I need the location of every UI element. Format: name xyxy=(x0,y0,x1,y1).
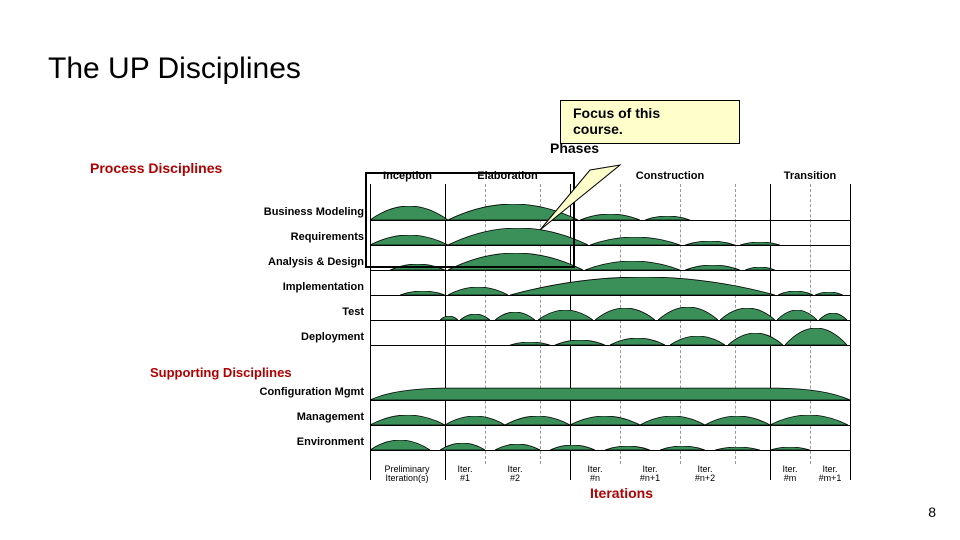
page-number: 8 xyxy=(928,504,936,520)
effort-hump xyxy=(777,310,817,321)
phase-divider xyxy=(770,184,771,480)
discipline-label: Implementation xyxy=(283,281,364,293)
effort-hump xyxy=(720,308,775,321)
effort-hump xyxy=(400,291,445,296)
effort-hump xyxy=(550,445,595,451)
effort-hump xyxy=(460,314,490,321)
discipline-label: Management xyxy=(297,411,364,423)
effort-hump xyxy=(510,277,775,296)
callout-line1: Focus of this xyxy=(573,105,727,121)
effort-hump xyxy=(610,338,665,346)
effort-hump xyxy=(555,340,605,346)
iteration-label: Iter.#2 xyxy=(507,465,522,484)
effort-hump xyxy=(745,267,775,271)
effort-hump xyxy=(770,415,848,426)
process-disciplines-heading: Process Disciplines xyxy=(90,160,222,176)
iterations-heading: Iterations xyxy=(590,485,653,501)
effort-hump xyxy=(505,416,570,426)
iteration-label: Iter.#n+1 xyxy=(640,465,660,484)
effort-hump xyxy=(685,241,735,246)
callout-line2: course. xyxy=(573,121,727,137)
discipline-label: Configuration Mgmt xyxy=(260,386,364,398)
iteration-label: Iter.#n+2 xyxy=(695,465,715,484)
effort-hump xyxy=(705,416,770,426)
effort-hump xyxy=(685,265,740,271)
focus-callout: Focus of this course. xyxy=(560,100,740,144)
effort-hump xyxy=(495,312,535,321)
slide-title: The UP Disciplines xyxy=(48,52,301,86)
callout-tail xyxy=(480,140,680,260)
up-disciplines-diagram: Phases Process Disciplines Supporting Di… xyxy=(90,130,860,510)
effort-hump xyxy=(740,242,780,246)
discipline-label: Deployment xyxy=(301,331,364,343)
effort-hump xyxy=(815,292,843,296)
effort-hump xyxy=(640,416,705,426)
effort-hump xyxy=(510,342,550,346)
effort-hump xyxy=(728,333,783,346)
phase-divider xyxy=(850,184,851,480)
discipline-label: Environment xyxy=(297,436,364,448)
effort-hump xyxy=(819,313,847,321)
effort-hump xyxy=(370,415,445,426)
effort-hump xyxy=(658,307,718,321)
iteration-label: Iter.#1 xyxy=(457,465,472,484)
discipline-label: Test xyxy=(342,306,364,318)
iteration-label: Iter.#m xyxy=(782,465,797,484)
effort-hump xyxy=(585,261,680,271)
effort-hump xyxy=(448,287,508,296)
effort-hump xyxy=(445,416,505,426)
iteration-label: PreliminaryIteration(s) xyxy=(384,465,429,484)
effort-hump xyxy=(770,447,810,451)
effort-hump xyxy=(715,447,760,451)
effort-hump xyxy=(440,443,485,451)
discipline-label: Requirements xyxy=(291,231,364,243)
iteration-label: Iter.#m+1 xyxy=(819,465,842,484)
effort-hump xyxy=(440,316,458,321)
iteration-label: Iter.#n xyxy=(587,465,602,484)
discipline-label: Analysis & Design xyxy=(268,256,364,268)
discipline-label: Business Modeling xyxy=(264,206,364,218)
effort-hump xyxy=(570,416,640,426)
effort-hump xyxy=(660,446,705,451)
phase-name: Transition xyxy=(784,170,837,182)
effort-hump xyxy=(670,336,725,346)
effort-hump xyxy=(495,444,540,451)
supporting-disciplines-heading: Supporting Disciplines xyxy=(150,365,292,380)
effort-hump xyxy=(605,446,650,451)
effort-hump xyxy=(538,310,593,321)
effort-hump xyxy=(370,440,430,451)
effort-hump xyxy=(370,386,850,401)
effort-hump xyxy=(785,328,847,346)
effort-hump xyxy=(778,291,813,296)
effort-hump xyxy=(595,308,655,321)
